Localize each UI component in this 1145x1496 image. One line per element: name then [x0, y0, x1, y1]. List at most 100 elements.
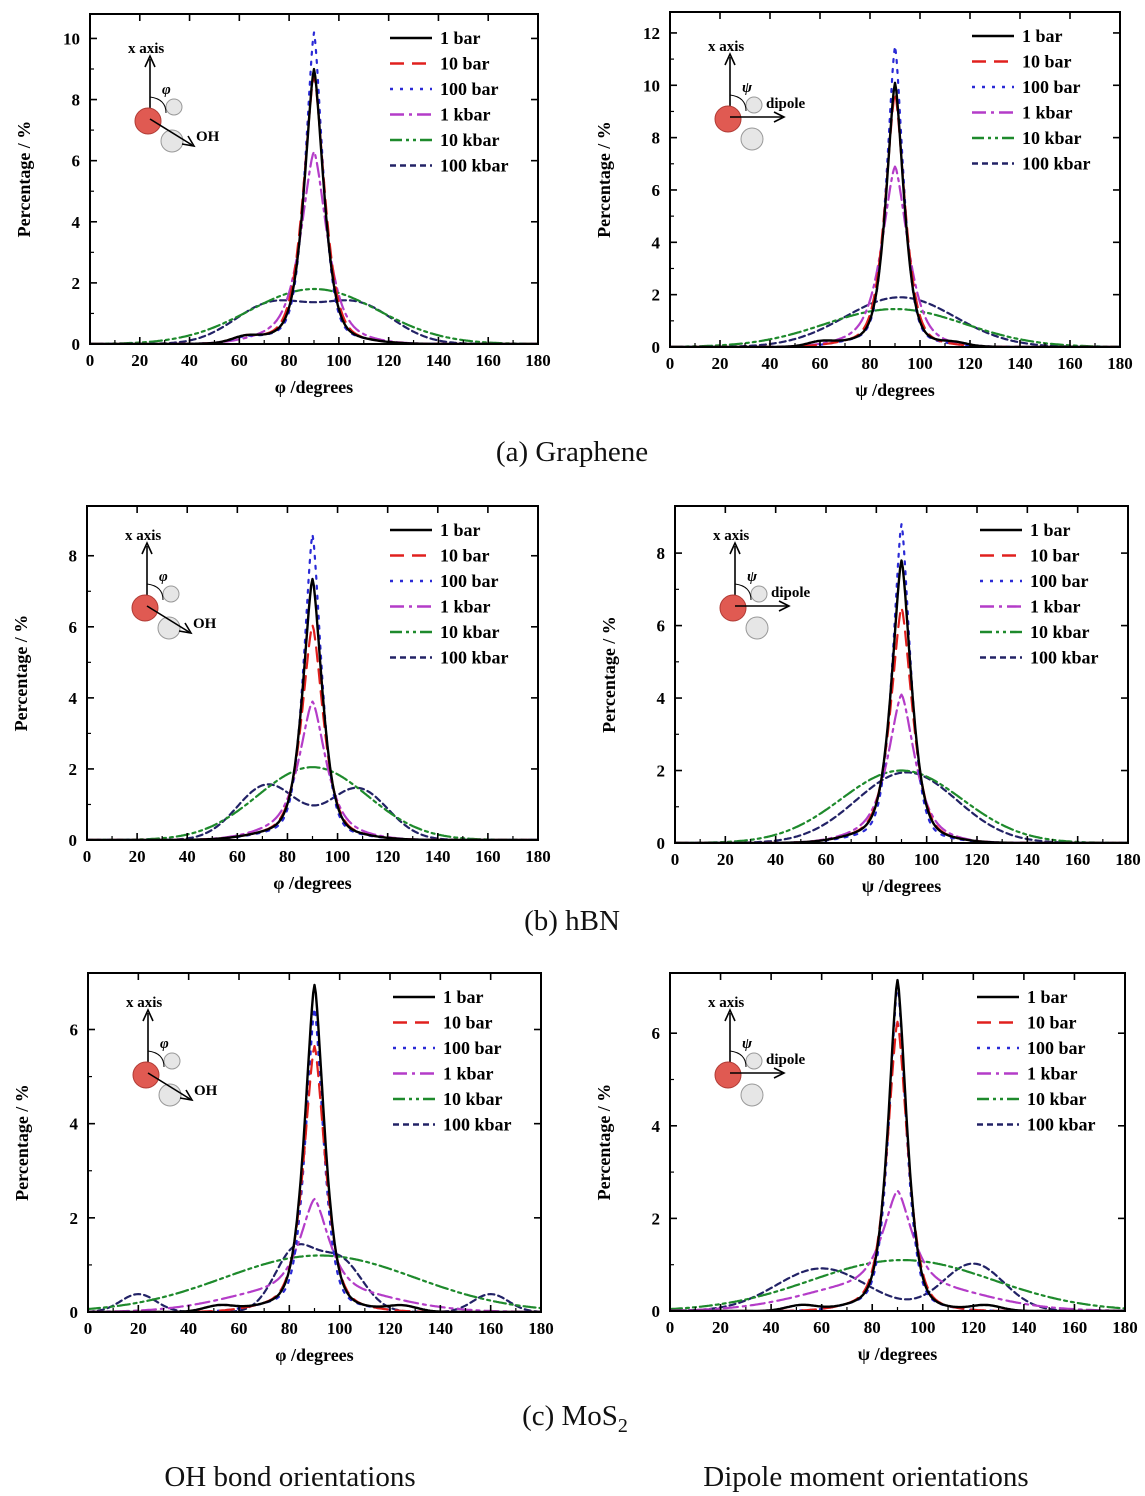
series-line-1-bar [88, 983, 541, 1312]
inset-diagram: x axis φ OH [128, 41, 220, 153]
x-tick-label: 160 [1062, 1318, 1088, 1337]
legend-label: 10 bar [1027, 1013, 1077, 1033]
x-tick-label: 120 [376, 351, 402, 370]
oh-vector-arrow [146, 605, 190, 633]
series-line-1-bar [90, 67, 538, 344]
hydrogen-atom-icon [745, 96, 763, 114]
x-tick-label: 0 [83, 847, 92, 866]
inset-vector-label: OH [193, 616, 217, 632]
legend-label: 100 kbar [1022, 154, 1091, 174]
hydrogen-atom-icon [745, 616, 769, 640]
series-line-100-bar [90, 31, 538, 344]
chart-hbn-dipole: 0 20 40 60 80 100 120 140 160 180 0 2 4 6 8 ψ /degrees P… [599, 505, 1141, 896]
x-tick-label: 80 [281, 351, 298, 370]
legend-label: 1 kbar [443, 1064, 494, 1084]
x-tick-label: 140 [1015, 850, 1041, 869]
caption-mos2: (c) MoS2 [522, 1400, 628, 1437]
legend-label: 1 bar [440, 520, 481, 540]
legend-label: 1 bar [440, 28, 481, 48]
oxygen-atom-icon [714, 1061, 742, 1089]
legend-label: 100 kbar [1027, 1115, 1096, 1135]
legend-label: 10 bar [443, 1013, 493, 1033]
x-axis-label: φ /degrees [275, 1345, 353, 1365]
x-tick-label: 40 [181, 351, 198, 370]
arrow-head-icon [144, 54, 156, 68]
x-tick-label: 160 [478, 1319, 504, 1338]
legend: 1 bar 10 bar 100 bar 1 kbar 10 kbar 100 kbar [972, 26, 1091, 174]
x-tick-label: 100 [910, 1318, 936, 1337]
y-tick-label: 4 [70, 1115, 79, 1134]
x-tick-label: 160 [475, 351, 501, 370]
x-tick-label: 80 [868, 850, 885, 869]
x-tick-label: 60 [818, 850, 835, 869]
legend-label: 10 kbar [443, 1089, 503, 1109]
series-line-10-kbar [88, 1254, 541, 1311]
series-line-1-kbar [90, 150, 538, 344]
series-line-1-kbar [87, 700, 538, 840]
chart-hbn-oh: 0 20 40 60 80 100 120 140 160 180 0 2 4 6 8 φ /degrees P… [11, 505, 551, 893]
x-tick-label: 160 [1065, 850, 1091, 869]
series-line-100-kbar [675, 771, 1128, 843]
caption-oh-bond: OH bond orientations [164, 1461, 416, 1493]
inset-axis-label: x axis [126, 995, 162, 1011]
x-tick-label: 60 [813, 1318, 830, 1337]
x-axis-label: φ /degrees [273, 873, 351, 893]
x-tick-label: 140 [426, 351, 452, 370]
x-tick-label: 180 [525, 847, 551, 866]
x-tick-label: 140 [1011, 1318, 1037, 1337]
x-tick-label: 100 [327, 1319, 353, 1338]
inset-angle-label: ψ [742, 80, 753, 96]
angle-arc [729, 1050, 747, 1068]
x-tick-label: 20 [712, 354, 729, 373]
arrow-head-icon [729, 541, 741, 555]
y-tick-label: 2 [657, 762, 666, 781]
hydrogen-atom-icon [163, 1052, 181, 1070]
arrow-head-icon [181, 135, 196, 148]
inset-diagram: x axis φ OH [125, 528, 217, 640]
y-tick-label: 0 [70, 1303, 79, 1322]
series-line-100-kbar [670, 1262, 1125, 1311]
x-tick-label: 100 [326, 351, 352, 370]
x-tick-label: 140 [428, 1319, 454, 1338]
inset-angle-label: φ [159, 569, 168, 585]
x-tick-label: 180 [1115, 850, 1141, 869]
x-tick-label: 120 [377, 1319, 403, 1338]
hydrogen-atom-icon [750, 585, 768, 603]
y-tick-label: 8 [657, 544, 666, 563]
inset-axis-label: x axis [713, 528, 749, 544]
series-line-100-kbar [87, 783, 538, 840]
inset-vector-label: dipole [771, 585, 811, 601]
y-tick-label: 10 [63, 29, 80, 48]
chart-graphene-oh: 0 20 40 60 80 100 120 140 160 180 0 2 4 6 8 10 φ /degree… [14, 13, 551, 397]
angle-arc [149, 96, 167, 114]
series-line-1-kbar [675, 693, 1128, 843]
legend-label: 1 kbar [1022, 103, 1073, 123]
x-axis-label: ψ /degrees [855, 380, 935, 400]
legend-label: 1 bar [1030, 520, 1071, 540]
x-axis-label: φ /degrees [275, 377, 353, 397]
legend-label: 100 bar [440, 79, 499, 99]
series-group [88, 983, 541, 1312]
x-tick-label: 100 [907, 354, 933, 373]
x-tick-label: 40 [179, 847, 196, 866]
chart-graphene-dipole: 0 20 40 60 80 100 120 140 160 180 0 2 4 6 8 10 12 ψ /degr… [594, 11, 1133, 400]
x-tick-label: 0 [666, 354, 675, 373]
x-tick-label: 40 [762, 354, 779, 373]
inset-axis-label: x axis [128, 41, 164, 57]
legend-label: 10 kbar [1027, 1089, 1087, 1109]
series-line-10-bar [87, 624, 538, 840]
legend-label: 100 kbar [440, 648, 509, 668]
series-line-1-bar [670, 978, 1125, 1311]
legend-label: 1 kbar [440, 105, 491, 125]
y-tick-label: 6 [652, 1024, 661, 1043]
series-line-10-kbar [90, 287, 538, 344]
x-tick-label: 180 [1112, 1318, 1138, 1337]
inset-axis-label: x axis [708, 995, 744, 1011]
legend-label: 10 bar [1030, 546, 1080, 566]
oxygen-atom-icon [131, 594, 159, 622]
inset-vector-label: dipole [766, 1052, 806, 1068]
legend-label: 1 kbar [1027, 1064, 1078, 1084]
hydrogen-atom-icon [740, 127, 764, 151]
y-tick-label: 8 [652, 129, 661, 148]
